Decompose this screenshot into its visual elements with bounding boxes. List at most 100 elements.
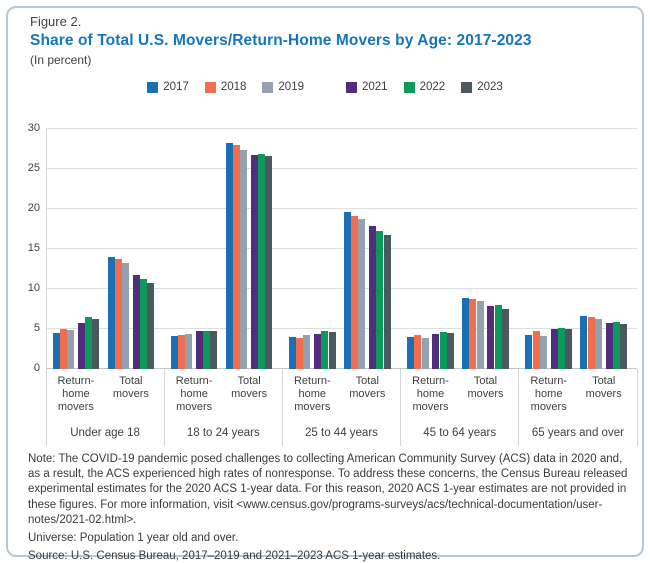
cluster-label: Return- home movers [293, 375, 331, 413]
bar-2018 [414, 335, 422, 369]
figure-header: Figure 2. Share of Total U.S. Movers/Ret… [30, 14, 532, 67]
cluster-label: Return- home movers [412, 375, 449, 413]
legend-item-2017: 2017 [147, 81, 189, 93]
legend-item-2022: 2022 [403, 81, 446, 93]
cluster-label: Total movers [231, 375, 268, 400]
legend-swatch-2019 [262, 81, 274, 93]
age-group-label: 25 to 44 years [305, 427, 378, 439]
bar-2018 [114, 258, 122, 369]
legend-item-2018: 2018 [204, 81, 247, 93]
bar-2022 [258, 153, 266, 369]
bar-2019 [66, 329, 75, 369]
universe-text: Universe: Population 1 year old and over… [28, 532, 239, 545]
legend-label: 2022 [419, 81, 446, 93]
bar-2021 [550, 329, 558, 369]
bar-2022 [139, 279, 148, 369]
bar-2022 [557, 328, 565, 369]
figure-subtitle: (In percent) [30, 53, 92, 67]
cluster-label: Total movers [585, 375, 622, 400]
gridline [46, 128, 637, 129]
bar-2023 [446, 333, 454, 369]
bar-2017 [288, 337, 297, 369]
bar-2021 [369, 225, 377, 369]
bar-2023 [328, 332, 336, 369]
legend-label: 2017 [163, 81, 189, 93]
bar-2021 [432, 333, 440, 369]
legend-item-2019: 2019 [262, 81, 304, 93]
legend-swatch-2022 [403, 81, 415, 93]
bar-2023 [210, 331, 218, 369]
bar-2017 [170, 336, 178, 369]
bar-2017 [525, 334, 533, 369]
bar-2019 [240, 149, 248, 369]
y-axis-tick-label: 15 [27, 242, 40, 254]
age-group-label: 65 years and over [531, 427, 624, 439]
bar-2017 [52, 333, 60, 369]
section-separator [518, 369, 520, 446]
cluster-label: Total movers [112, 375, 149, 400]
bar-2019 [539, 336, 547, 369]
legend-label: 2019 [278, 81, 304, 93]
bar-2019 [185, 333, 193, 369]
y-axis-tick-label: 5 [33, 322, 40, 334]
bar-2023 [265, 156, 273, 369]
bar-2018 [532, 331, 540, 369]
figure-notes: Note: The COVID-19 pandemic posed challe… [28, 452, 632, 563]
age-group-label: 45 to 64 years [423, 427, 497, 439]
legend-item-2021: 2021 [346, 81, 388, 93]
bar-2017 [225, 143, 233, 369]
gridline [46, 288, 637, 289]
bar-2022 [439, 332, 447, 369]
legend-label: 2018 [220, 81, 247, 93]
bar-2019 [594, 318, 602, 369]
cluster-label: Total movers [349, 375, 386, 400]
bar-2023 [383, 235, 391, 369]
cluster-label: Return- home movers [530, 375, 568, 413]
y-axis-tick-label: 30 [27, 122, 40, 134]
legend-swatch-2017 [147, 81, 159, 93]
bar-2017 [107, 257, 115, 369]
bar-2023 [92, 319, 100, 369]
bar-2023 [564, 329, 573, 369]
bar-2019 [121, 263, 130, 369]
bar-2017 [462, 297, 470, 369]
bar-2023 [147, 283, 155, 369]
bar-2019 [303, 335, 311, 369]
bar-2018 [469, 299, 477, 369]
bar-2019 [421, 337, 429, 369]
bar-2019 [476, 301, 484, 369]
bar-2021 [195, 331, 204, 369]
cluster-label: Total movers [467, 375, 504, 400]
figure-number: Figure 2. [30, 14, 82, 29]
bar-2021 [77, 322, 85, 369]
bar-2021 [250, 155, 259, 369]
bar-2017 [343, 212, 352, 369]
section-separator [163, 369, 165, 446]
bar-2018 [59, 329, 67, 369]
bar-2022 [376, 230, 384, 369]
legend-swatch-2018 [204, 81, 216, 93]
bar-2021 [605, 322, 613, 369]
bar-2022 [84, 317, 93, 369]
bar-2018 [296, 337, 304, 369]
bar-2021 [132, 274, 140, 369]
bar-2022 [494, 305, 502, 369]
legend-label: 2023 [477, 81, 503, 93]
gridline [46, 208, 637, 209]
source-text: Source: U.S. Census Bureau, 2017–2019 an… [28, 550, 441, 563]
section-separator [400, 369, 402, 446]
y-axis-tick-label: 0 [33, 362, 40, 374]
y-axis-line [45, 129, 47, 446]
age-group-label: Under age 18 [70, 427, 140, 439]
bar-2022 [612, 321, 620, 369]
bar-2017 [407, 337, 415, 369]
gridline [46, 248, 637, 249]
bar-2018 [587, 317, 595, 369]
age-group-label: 18 to 24 years [186, 427, 260, 439]
bar-2018 [232, 145, 241, 369]
bar-2019 [358, 218, 366, 369]
cluster-label: Return- home movers [175, 375, 213, 413]
gridline [46, 328, 637, 329]
legend-swatch-2021 [346, 81, 357, 93]
